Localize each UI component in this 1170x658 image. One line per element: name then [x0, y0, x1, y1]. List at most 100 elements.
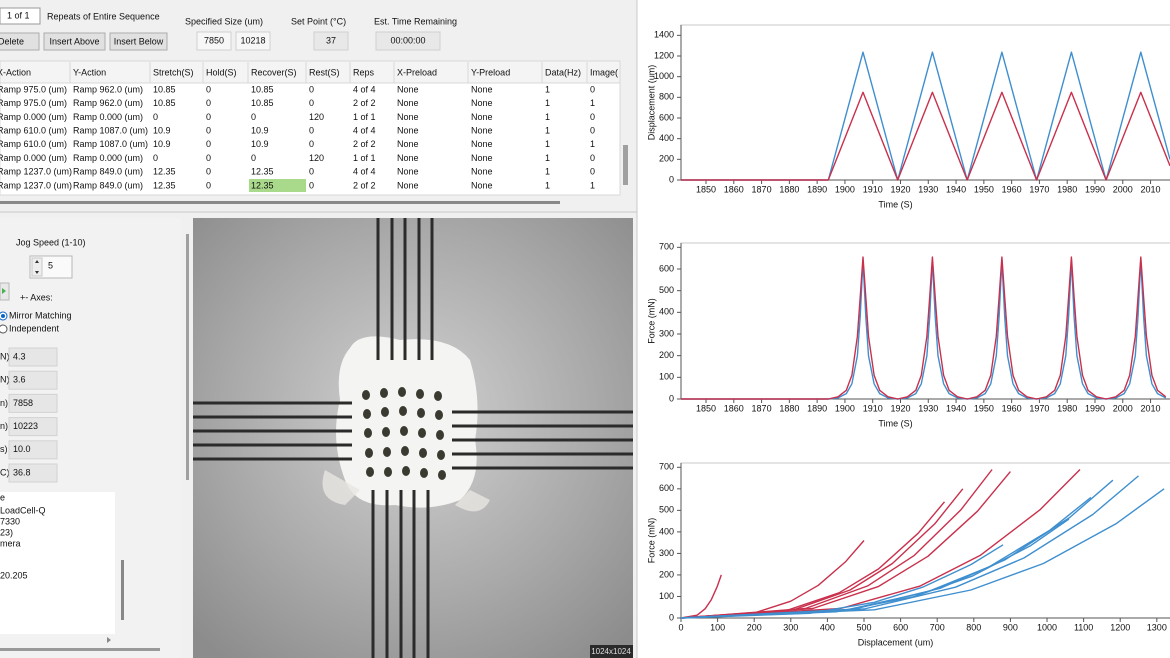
table-cell[interactable]: Ramp 0.000 (um)	[73, 112, 143, 122]
button[interactable]	[43, 32, 106, 51]
table-cell[interactable]: None	[471, 112, 493, 122]
table-cell[interactable]: None	[397, 98, 419, 108]
table-cell[interactable]: Ramp 1237.0 (um)	[0, 167, 72, 177]
table-cell[interactable]: Ramp 962.0 (um)	[73, 84, 143, 94]
page-box[interactable]	[0, 7, 41, 25]
scroll-arrow[interactable]	[107, 637, 111, 643]
table-cell[interactable]: 0	[206, 180, 211, 190]
scrollbar[interactable]	[622, 62, 630, 193]
table-cell[interactable]: 4 of 4	[353, 84, 376, 94]
table-cell[interactable]: None	[397, 167, 419, 177]
scrollbar-thumb[interactable]	[121, 560, 124, 620]
radio[interactable]	[0, 324, 8, 334]
table-cell[interactable]: Ramp 849.0 (um)	[73, 180, 143, 190]
scrollbar-thumb[interactable]	[0, 201, 560, 204]
table-cell[interactable]: 0	[251, 153, 256, 163]
table-cell[interactable]: 4 of 4	[353, 167, 376, 177]
table-cell[interactable]: 0	[590, 125, 595, 135]
table-cell[interactable]: 1	[545, 180, 550, 190]
table-cell[interactable]: None	[471, 153, 493, 163]
table-cell[interactable]: Ramp 962.0 (um)	[73, 98, 143, 108]
table-cell[interactable]: 1 of 1	[353, 153, 376, 163]
input[interactable]	[196, 31, 232, 51]
table-cell[interactable]: 0	[309, 98, 314, 108]
table-cell[interactable]: 1	[545, 112, 550, 122]
table-cell[interactable]: None	[397, 180, 419, 190]
table-cell[interactable]: 10.9	[251, 125, 269, 135]
table-cell[interactable]: Ramp 610.0 (um)	[0, 125, 67, 135]
table-cell[interactable]: 10.85	[251, 98, 274, 108]
table-cell[interactable]: Ramp 1237.0 (um)	[0, 180, 72, 190]
table-cell[interactable]: Ramp 1087.0 (um)	[73, 125, 148, 135]
table-cell[interactable]: 0	[153, 112, 158, 122]
table-cell[interactable]: 2 of 2	[353, 139, 376, 149]
table-cell[interactable]: None	[397, 139, 419, 149]
table-cell[interactable]: 10.9	[251, 139, 269, 149]
table-cell[interactable]: 0	[206, 139, 211, 149]
table-cell[interactable]: None	[471, 167, 493, 177]
table-cell[interactable]: 0	[590, 84, 595, 94]
input[interactable]	[375, 31, 441, 51]
table-cell[interactable]: 2 of 2	[353, 180, 376, 190]
table-cell[interactable]: 1	[545, 167, 550, 177]
button[interactable]	[0, 32, 40, 51]
table-cell[interactable]: 1	[590, 139, 595, 149]
table-cell[interactable]: 120	[309, 153, 324, 163]
table-cell[interactable]: None	[471, 180, 493, 190]
scrollbar-thumb[interactable]	[623, 145, 628, 185]
table-cell[interactable]: None	[397, 153, 419, 163]
table-cell[interactable]: None	[397, 112, 419, 122]
table-cell[interactable]: 1	[590, 180, 595, 190]
spinner-buttons[interactable]	[31, 257, 43, 277]
table-cell[interactable]: Ramp 610.0 (um)	[0, 139, 67, 149]
table-cell[interactable]: None	[397, 125, 419, 135]
scrollbar-thumb[interactable]	[0, 648, 160, 651]
table-cell[interactable]: 0	[206, 153, 211, 163]
table-cell[interactable]: None	[471, 98, 493, 108]
scrollbar-thumb[interactable]	[186, 234, 189, 480]
table-cell[interactable]: 120	[309, 112, 324, 122]
table-cell[interactable]: 1 of 1	[353, 112, 376, 122]
button-label[interactable]: Insert Below	[114, 36, 164, 46]
table-cell[interactable]: 0	[206, 125, 211, 135]
table-cell[interactable]: 0	[206, 84, 211, 94]
table-cell[interactable]: 0	[309, 84, 314, 94]
table-cell[interactable]: None	[471, 84, 493, 94]
table-cell[interactable]: 0	[590, 112, 595, 122]
button-label[interactable]: Insert Above	[49, 36, 99, 46]
table-cell[interactable]: 0	[206, 98, 211, 108]
input[interactable]	[313, 31, 349, 51]
table-cell[interactable]: Ramp 0.000 (um)	[0, 153, 67, 163]
table-cell[interactable]: 2 of 2	[353, 98, 376, 108]
table-cell[interactable]: 0	[309, 167, 314, 177]
table-cell[interactable]: Ramp 849.0 (um)	[73, 167, 143, 177]
table-cell[interactable]: 4 of 4	[353, 125, 376, 135]
table-cell[interactable]: 12.35	[251, 180, 274, 190]
table-cell[interactable]: 0	[251, 112, 256, 122]
table-cell[interactable]: None	[471, 125, 493, 135]
table-cell[interactable]: None	[471, 139, 493, 149]
table-cell[interactable]: 0	[309, 180, 314, 190]
table-cell[interactable]: 0	[206, 167, 211, 177]
table-cell[interactable]: 10.85	[153, 98, 176, 108]
table-cell[interactable]: 0	[309, 125, 314, 135]
table-cell[interactable]: 10.85	[153, 84, 176, 94]
button[interactable]	[109, 32, 168, 51]
table-cell[interactable]: Ramp 0.000 (um)	[73, 153, 143, 163]
table-cell[interactable]: 0	[590, 167, 595, 177]
table-cell[interactable]: 10.9	[153, 125, 171, 135]
input[interactable]	[235, 31, 271, 51]
table-cell[interactable]: 1	[545, 153, 550, 163]
table-cell[interactable]: Ramp 975.0 (um)	[0, 98, 67, 108]
table-cell[interactable]: Ramp 1087.0 (um)	[73, 139, 148, 149]
table-cell[interactable]: 0	[309, 139, 314, 149]
table-cell[interactable]: 10.85	[251, 84, 274, 94]
table-cell[interactable]: 1	[545, 125, 550, 135]
table-cell[interactable]: 1	[590, 98, 595, 108]
table-cell[interactable]: 12.35	[153, 167, 176, 177]
table-cell[interactable]: 0	[153, 153, 158, 163]
table-cell[interactable]: 1	[545, 139, 550, 149]
table-cell[interactable]: Ramp 0.000 (um)	[0, 112, 67, 122]
radio-label[interactable]: Independent	[9, 323, 60, 333]
table-cell[interactable]: 10.9	[153, 139, 171, 149]
